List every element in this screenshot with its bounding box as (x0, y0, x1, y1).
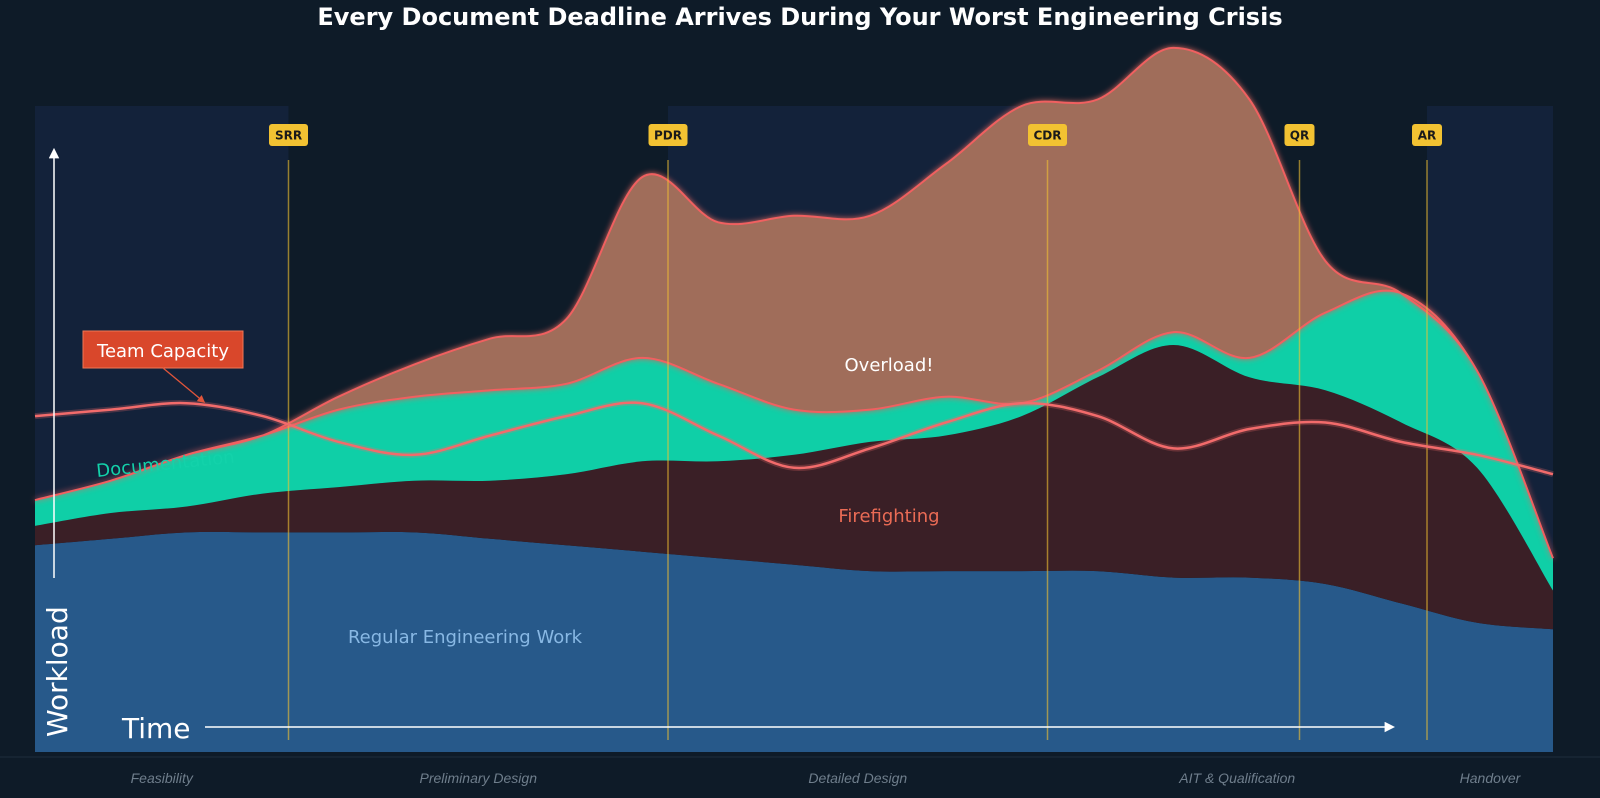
milestone-badge (1412, 124, 1443, 146)
phase-label: AIT & Qualification (1178, 770, 1295, 786)
capacity-callout-arrow (162, 367, 206, 403)
x-axis-label: Time (121, 712, 191, 745)
milestone-label: AR (1418, 129, 1437, 143)
milestone-badge (269, 124, 309, 146)
phase-label: Handover (1460, 770, 1522, 786)
y-axis-label: Workload (41, 606, 74, 737)
milestone-label: PDR (654, 129, 682, 143)
milestone-badge (1028, 124, 1068, 146)
milestone-badge (1284, 124, 1315, 146)
area-overload (34, 46, 1554, 559)
capacity-line-group (34, 399, 1554, 478)
capacity-callout-text: Team Capacity (96, 341, 229, 362)
capacity-callout: Team Capacity (82, 330, 244, 403)
regular-work-label: Regular Engineering Work (348, 627, 583, 648)
phase-label: Detailed Design (808, 770, 907, 786)
overload-label: Overload! (845, 355, 934, 376)
milestone-label: SRR (275, 129, 302, 143)
milestone-label: QR (1290, 129, 1309, 143)
firefighting-label: Firefighting (838, 506, 939, 527)
phase-label: Feasibility (131, 770, 194, 786)
chart-title: Every Document Deadline Arrives During Y… (317, 3, 1282, 31)
area-firefighting (35, 345, 1553, 630)
area-regular-engineering-work (35, 531, 1553, 752)
stacked-areas (34, 46, 1554, 752)
capacity-line (34, 401, 1554, 476)
milestone-badge (648, 124, 688, 146)
milestone-markers: SRR PDR CDR QR AR (269, 124, 1443, 740)
milestone-label: CDR (1033, 129, 1061, 143)
capacity-callout-box (82, 330, 244, 369)
area-documentation (35, 290, 1553, 591)
phase-label: Preliminary Design (420, 770, 538, 786)
